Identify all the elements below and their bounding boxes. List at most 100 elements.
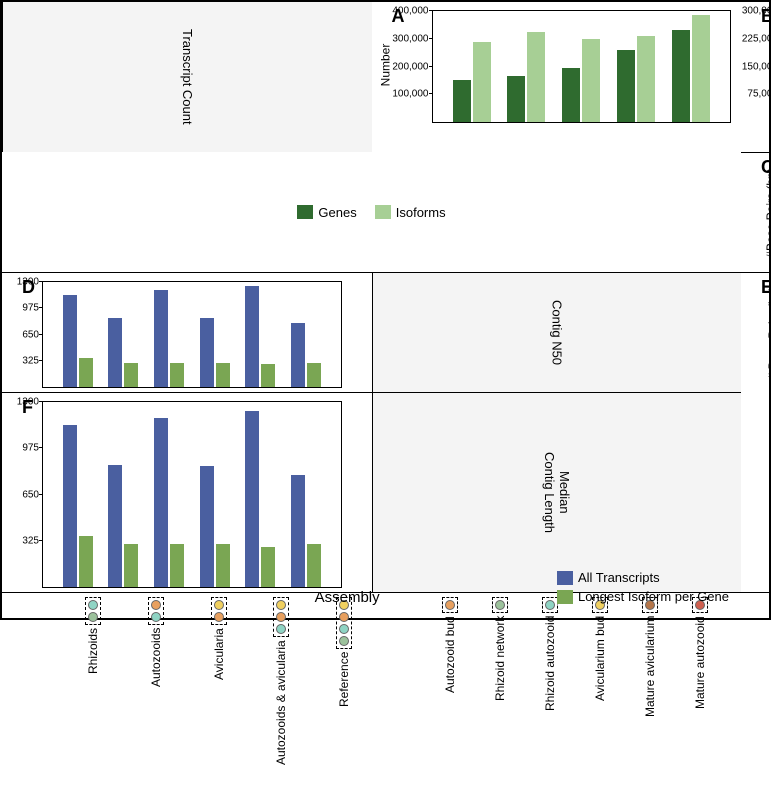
xlabel-column: Rhizoid network (492, 597, 508, 756)
panel-b: B 75,000150,000225,000300,000 (741, 2, 769, 127)
bar-group (108, 402, 138, 587)
panel-f: F 3256509751300 (2, 392, 372, 592)
bar-group (63, 402, 93, 587)
bar-group (200, 282, 230, 387)
legend-isoforms-label: Isoforms (396, 205, 446, 220)
legend-swatch-all (557, 571, 573, 585)
legend-all-transcripts: All Transcripts (557, 570, 729, 585)
dot-stack (542, 597, 558, 613)
bar-series2 (170, 544, 184, 587)
xlabel-column: Autozooids & avicularia (273, 597, 289, 792)
bar-group (200, 402, 230, 587)
bars-area (444, 11, 718, 122)
xlabel-text: Avicularia (212, 628, 226, 768)
xlabel-text: Autozooids (149, 628, 163, 768)
panel-letter-e: E (761, 277, 771, 298)
panel-e: E # Base Pairs (bp) 3256509751300 (741, 272, 769, 392)
bar-series1 (672, 30, 690, 122)
bar-series2 (216, 544, 230, 587)
ylabel-e: # Base Pairs (bp) (767, 286, 771, 379)
bar-series1 (63, 425, 77, 587)
bar-series2 (527, 32, 545, 122)
bottom-area: RhizoidsAutozooidsAviculariaAutozooids &… (2, 592, 769, 618)
chart-d: 3256509751300 (42, 281, 342, 388)
xlabel-column: Mature avicularium (642, 597, 658, 756)
xlabel-text: Rhizoids (86, 628, 100, 768)
bar-group (108, 282, 138, 387)
y-tick-label: 300,000 (392, 33, 432, 44)
bars-area (55, 282, 329, 387)
dot-stack (211, 597, 227, 625)
y-tick-label: 100,000 (392, 89, 432, 100)
bar-series1 (200, 318, 214, 387)
ylabel-c: #Base Pairs (bp) (765, 168, 771, 257)
legend-all-label: All Transcripts (578, 570, 660, 585)
bar-series1 (63, 295, 77, 387)
category-dot-icon (339, 624, 349, 634)
bar-series2 (216, 363, 230, 387)
category-dot-icon (545, 600, 555, 610)
legend-isoforms: Isoforms (375, 205, 446, 220)
row-label-median-contig: Median Contig Length (372, 392, 742, 592)
panel-d: D 3256509751300 (2, 272, 372, 392)
bar-series1 (507, 76, 525, 122)
category-dot-icon (151, 612, 161, 622)
dot-stack (492, 597, 508, 613)
bar-series1 (617, 50, 635, 122)
dot-stack (148, 597, 164, 625)
ylabel-a: Number (378, 43, 392, 86)
y-tick-label: 650 (22, 489, 43, 500)
xlabel-text: Reference (337, 652, 351, 792)
category-dot-icon (445, 600, 455, 610)
bar-series2 (307, 544, 321, 587)
legend-swatch-isoforms (375, 205, 391, 219)
bar-series2 (473, 42, 491, 122)
category-dot-icon (276, 624, 286, 634)
bar-series1 (291, 323, 305, 387)
xlabel-column: Avicularia (211, 597, 227, 792)
panel-a: A Number 100,000200,000300,000400,000 (372, 2, 742, 127)
category-dot-icon (339, 636, 349, 646)
bar-series2 (261, 364, 275, 387)
xlabel-column: Reference (336, 597, 352, 792)
y-tick-label: 150,000 (742, 61, 771, 72)
xlabel-column: Rhizoid autozooid (542, 597, 558, 756)
bar-group (453, 11, 491, 122)
xlabels-left: Rhizoids Autozooids Avicularia Autozooids &… (62, 597, 376, 792)
xlabel-column: Rhizoids (85, 597, 101, 792)
bar-series1 (562, 68, 580, 122)
bar-series1 (291, 475, 305, 587)
bar-group (672, 11, 710, 122)
bar-group (617, 11, 655, 122)
bar-series1 (108, 465, 122, 587)
xlabel-column: Autozooid bud (442, 597, 458, 756)
bar-group (245, 402, 275, 587)
bar-series1 (154, 290, 168, 387)
xlabel-column: Autozooids (148, 597, 164, 792)
category-dot-icon (88, 612, 98, 622)
y-tick-label: 200,000 (392, 61, 432, 72)
bar-series1 (245, 286, 259, 387)
xlabel-text: Autozooids & avicularia (274, 640, 288, 780)
bar-group (154, 402, 184, 587)
bar-series2 (692, 15, 710, 122)
x-axis-label: Assembly (315, 589, 380, 606)
row-label-transcript-count: Transcript Count (2, 2, 372, 152)
category-dot-icon (495, 600, 505, 610)
bar-series2 (637, 36, 655, 122)
bar-series1 (154, 418, 168, 587)
dot-stack (273, 597, 289, 637)
bar-series1 (453, 80, 471, 122)
bar-group (154, 282, 184, 387)
y-tick-label: 75,000 (747, 89, 771, 100)
xlabels-right: Autozooid bud Rhizoid network Rhizoid auto… (426, 597, 726, 756)
legend-bottom: All Transcripts Longest Isoform per Gene (557, 570, 729, 608)
y-tick-label: 325 (22, 535, 43, 546)
panel-letter-a: A (392, 6, 405, 27)
bar-series1 (108, 318, 122, 387)
legend-genes: Genes (297, 205, 356, 220)
panel-c: C #Base Pairs (bp) 3256509751300 (741, 152, 769, 272)
category-dot-icon (151, 600, 161, 610)
xlabel-column: Mature autozooid (692, 597, 708, 756)
xlabel-text: Autozooid bud (443, 616, 457, 756)
